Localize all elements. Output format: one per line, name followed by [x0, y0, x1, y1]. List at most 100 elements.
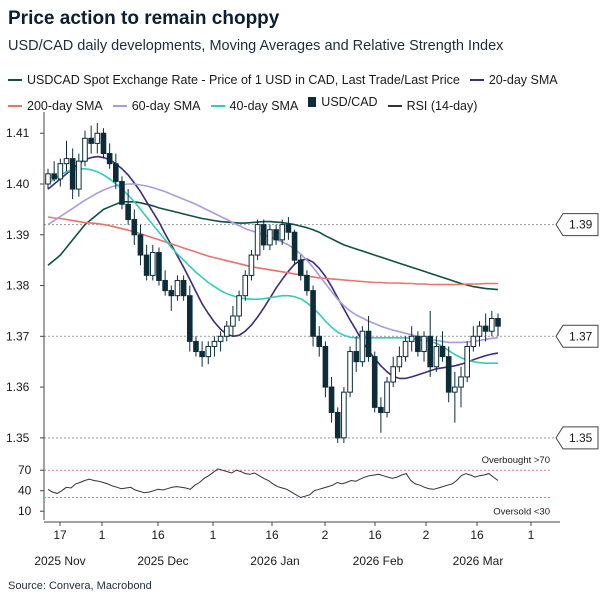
candle-body-down [495, 318, 501, 327]
candle-body-down [322, 345, 329, 388]
candle-body-down [88, 137, 94, 144]
candle-body-up [470, 335, 477, 347]
candle-body-up [267, 229, 273, 246]
candle [470, 326, 477, 352]
candle-body-down [193, 340, 199, 353]
candle-body-up [279, 224, 286, 241]
legend-item-20-day-sma: 20-day SMA [469, 69, 558, 91]
candle-body-up [433, 345, 440, 368]
candle-body-down [143, 254, 150, 276]
x-group-label: 2026 Jan [250, 554, 299, 568]
series-20-day-sma [47, 155, 499, 380]
candle-body-down [445, 356, 452, 393]
candle [149, 244, 156, 281]
candle [291, 229, 298, 266]
candle [137, 224, 144, 266]
candle [211, 336, 218, 357]
candle [482, 313, 489, 342]
legend-item-60-day-sma: 60-day SMA [112, 95, 201, 117]
candle [285, 217, 292, 240]
chart-subtitle: USD/CAD daily developments, Moving Avera… [8, 38, 504, 54]
candle-body-down [69, 158, 76, 190]
candle-body-down [137, 234, 144, 256]
y-tick-label: 1.36 [6, 380, 30, 394]
candle [421, 331, 427, 362]
legend-label: 200-day SMA [27, 99, 103, 113]
candle-body-down [439, 345, 446, 358]
candle-body-down [168, 290, 175, 297]
candle [489, 310, 495, 337]
candle-body-down [427, 335, 433, 368]
candle [45, 168, 51, 190]
candle-body-up [347, 351, 353, 393]
candle-body-up [76, 160, 82, 190]
candle-body-up [149, 252, 156, 276]
legend-item-rsi-14-day: RSI (14-day) [387, 95, 477, 117]
y-tick-label: 1.40 [6, 177, 30, 191]
legend-label: 20-day SMA [488, 73, 558, 87]
candle-body-down [131, 219, 138, 236]
legend-swatch [308, 97, 317, 107]
candle [217, 331, 224, 352]
price-callout: 1.37 [555, 324, 599, 348]
candle-body-down [180, 279, 187, 297]
candle [458, 366, 464, 408]
candle-body-down [113, 163, 119, 182]
candle [223, 321, 230, 342]
candle [359, 326, 366, 367]
candle [100, 128, 107, 159]
legend-swatch [8, 105, 22, 107]
candle-body-up [242, 274, 249, 297]
candle-body-down [297, 259, 304, 276]
series-200-day-sma [47, 216, 498, 286]
candle-body-down [310, 290, 316, 337]
x-tick-label: 2 [322, 528, 329, 542]
candle [476, 321, 483, 347]
candle [131, 209, 138, 245]
x-group-label: 2025 Nov [34, 554, 85, 568]
candle [180, 275, 187, 301]
candle [316, 326, 323, 357]
x-tick-label: 16 [470, 528, 484, 542]
candle-body-down [100, 132, 107, 155]
callout-box [555, 426, 599, 450]
candle [106, 143, 113, 169]
candle [402, 336, 409, 362]
candle [439, 331, 446, 362]
candle [82, 130, 88, 167]
x-group-label: 2026 Feb [353, 554, 404, 568]
legend-item-40-day-sma: 40-day SMA [210, 95, 298, 117]
callout-label: 1.39 [569, 218, 593, 232]
candle-body-up [45, 173, 51, 185]
candle-body-down [328, 386, 335, 413]
candle [415, 331, 421, 357]
price-callout: 1.39 [555, 213, 599, 237]
callout-label: 1.37 [569, 329, 593, 343]
candle-body-up [458, 376, 464, 388]
candle [304, 270, 310, 296]
candle-body-down [334, 411, 341, 439]
candle [273, 224, 279, 245]
candle [168, 285, 175, 311]
candle [119, 176, 125, 210]
candle [390, 356, 397, 388]
candle-body-up [489, 318, 495, 332]
callout-box [555, 213, 599, 237]
candle-body-up [452, 386, 458, 393]
candle-body-down [365, 330, 372, 358]
candle-body-down [415, 335, 421, 353]
candle [464, 341, 470, 382]
candle [205, 341, 212, 365]
x-group-label: 2026 Mar [453, 554, 504, 568]
y-tick-label: 1.37 [6, 329, 30, 343]
candle-body-down [199, 351, 205, 358]
candle [445, 346, 452, 403]
candle-body-up [236, 295, 242, 317]
candle [279, 219, 286, 245]
candle-body-up [402, 340, 409, 358]
candle [495, 313, 501, 337]
price-callout: 1.35 [555, 426, 599, 450]
y-tick-label: 1.38 [6, 279, 30, 293]
candle-body-down [186, 295, 193, 342]
